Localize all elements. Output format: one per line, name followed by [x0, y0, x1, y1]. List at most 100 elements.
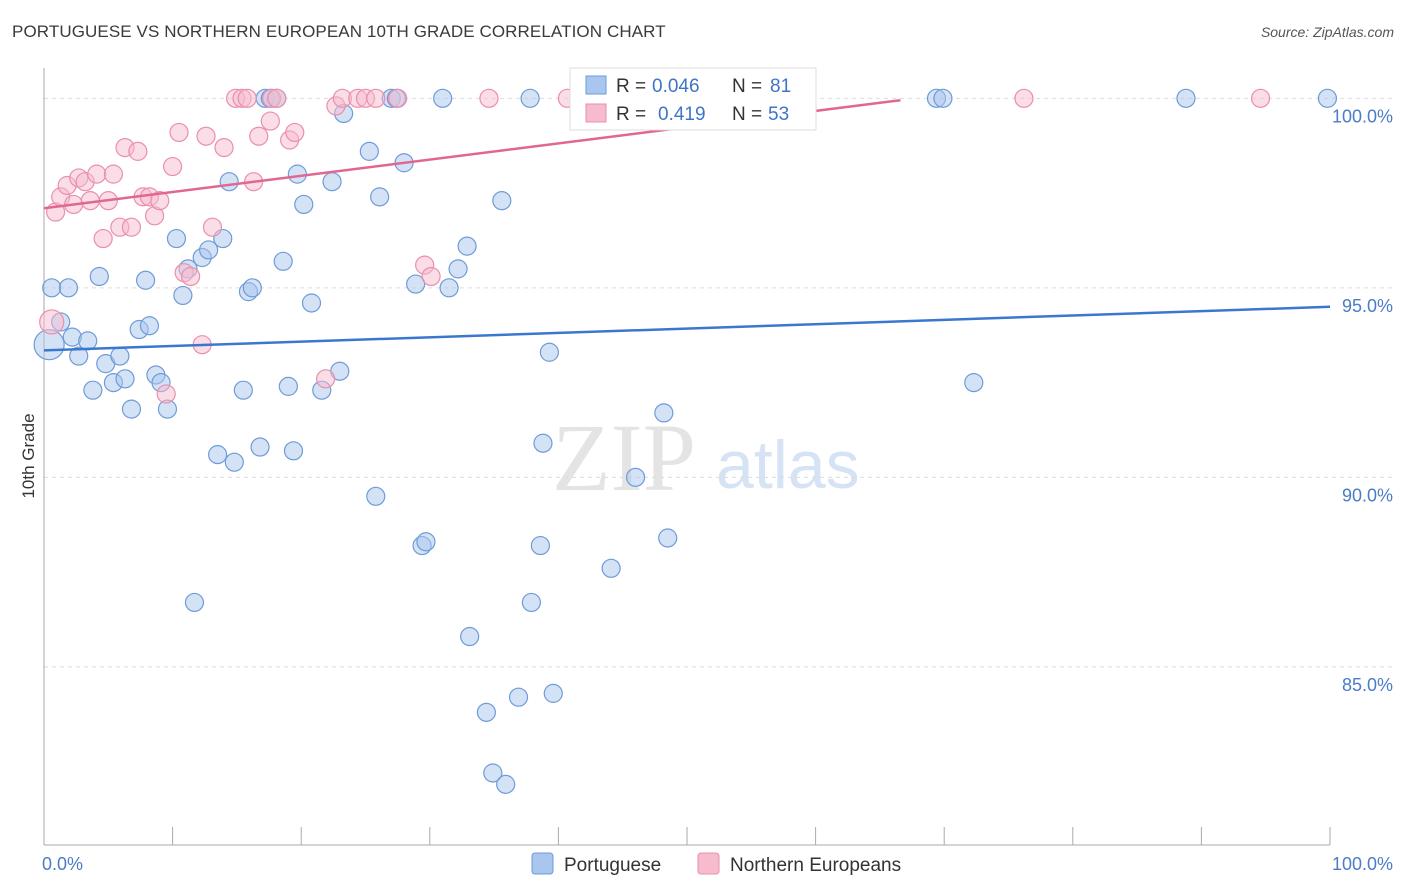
- portuguese-point-28: [219, 172, 239, 192]
- portuguese-point-5: [69, 346, 89, 366]
- northern-european-point-20: [156, 384, 176, 404]
- stats-legend-swatch-blue: [585, 75, 607, 95]
- y-tick-label-0: 100.0%: [1332, 106, 1393, 126]
- trend-lines: [43, 98, 1331, 352]
- northern-european-point-24: [181, 266, 201, 287]
- portuguese-point-48: [366, 486, 386, 506]
- northern-european-point-51: [1014, 88, 1034, 108]
- northern-european-point-39: [316, 369, 336, 389]
- northern-european-point-0: [39, 309, 65, 335]
- northern-european-point-48: [479, 88, 499, 108]
- legend-swatch-portuguese: [531, 852, 554, 875]
- northern-european-point-8: [87, 164, 107, 184]
- portuguese-point-37: [273, 251, 293, 271]
- portuguese-point-70: [539, 342, 559, 362]
- y-tick-label-3: 85.0%: [1342, 675, 1393, 695]
- portuguese-point-47: [359, 141, 379, 161]
- portuguese-point-26: [208, 445, 228, 465]
- stats-r-label-pink: R =: [616, 104, 646, 125]
- legend-swatch-northern-europeans: [697, 852, 720, 875]
- portuguese-point-49: [370, 187, 390, 207]
- northern-european-point-31: [237, 88, 257, 108]
- legend-label-northern-europeans: Northern Europeans: [730, 855, 901, 876]
- portuguese-point-30: [233, 380, 253, 400]
- northern-european-point-52: [1250, 88, 1271, 108]
- stats-n-label-blue: N =: [732, 76, 762, 97]
- portuguese-point-1: [42, 278, 62, 298]
- northern-european-point-28: [214, 137, 234, 158]
- portuguese-point-7: [83, 380, 103, 400]
- portuguese-point-41: [294, 194, 314, 215]
- watermark-atlas: atlas: [716, 427, 860, 503]
- northern-european-point-9: [93, 228, 113, 249]
- portuguese-point-74: [654, 403, 674, 423]
- northern-european-point-15: [128, 141, 148, 161]
- portuguese-point-72: [601, 558, 621, 578]
- portuguese-point-79: [964, 372, 984, 393]
- portuguese-point-13: [121, 399, 142, 419]
- stats-legend-frame: [569, 67, 817, 131]
- portuguese-point-66: [520, 88, 540, 108]
- portuguese-point-61: [476, 702, 496, 722]
- portuguese-point-81: [1317, 88, 1338, 108]
- portuguese-point-58: [448, 259, 468, 279]
- x-tick-label-max: 100.0%: [1332, 854, 1393, 874]
- portuguese-point-60: [460, 626, 480, 647]
- portuguese-point-33: [250, 437, 270, 457]
- x-ticks: [43, 827, 1331, 845]
- northern-european-point-14: [121, 217, 142, 237]
- northern-european-point-47: [421, 266, 441, 287]
- northern-european-point-19: [150, 191, 170, 211]
- stats-legend: R = 0.046 N = 81 R = 0.419 N = 53: [569, 67, 817, 131]
- stats-legend-swatch-pink: [585, 103, 607, 123]
- northern-european-point-36: [267, 88, 287, 108]
- chart-title: PORTUGUESE VS NORTHERN EUROPEAN 10TH GRA…: [12, 22, 666, 41]
- y-tick-labels: 100.0% 95.0% 90.0% 85.0%: [1332, 106, 1393, 695]
- source-label: Source: ZipAtlas.com: [1260, 24, 1394, 40]
- portuguese-point-57: [439, 278, 459, 298]
- portuguese-point-38: [278, 376, 298, 396]
- y-tick-label-2: 90.0%: [1342, 485, 1393, 505]
- portuguese-point-39: [283, 441, 304, 461]
- northern-european-point-44: [366, 88, 386, 108]
- portuguese-point-16: [139, 316, 160, 336]
- northern-european-point-35: [260, 111, 280, 131]
- portuguese-point-40: [287, 164, 307, 184]
- series-legend: Portuguese Northern Europeans: [531, 852, 901, 876]
- northern-european-point-33: [249, 126, 269, 146]
- northern-european-point-21: [163, 156, 183, 177]
- portuguese-point-69: [533, 433, 553, 453]
- portuguese-point-67: [521, 592, 541, 613]
- portuguese-point-3: [58, 278, 79, 298]
- portuguese-point-44: [322, 172, 342, 192]
- portuguese-point-71: [543, 683, 563, 703]
- northern-european-point-11: [103, 164, 124, 184]
- stats-r-value-pink: 0.419: [658, 104, 706, 125]
- portuguese-point-12: [115, 369, 135, 389]
- portuguese-point-11: [110, 346, 130, 366]
- portuguese-point-6: [78, 331, 98, 351]
- portuguese-point-80: [1176, 88, 1196, 108]
- watermark-zip: ZIP: [552, 404, 696, 511]
- portuguese-point-68: [530, 535, 550, 556]
- portuguese-point-8: [89, 266, 109, 287]
- y-tick-label-1: 95.0%: [1342, 296, 1393, 316]
- stats-r-label-blue: R =: [616, 76, 646, 97]
- northern-european-point-26: [196, 126, 216, 146]
- portuguese-point-78: [933, 88, 953, 108]
- portuguese-point-75: [658, 528, 678, 548]
- northern-european-point-22: [169, 122, 189, 143]
- portuguese-point-23: [184, 592, 205, 613]
- stats-n-value-blue: 81: [770, 76, 791, 97]
- northern-european-point-45: [388, 88, 408, 108]
- portuguese-points: [33, 88, 1338, 794]
- portuguese-point-29: [224, 452, 244, 472]
- portuguese-point-59: [457, 236, 477, 256]
- stats-n-label-pink: N =: [732, 104, 762, 125]
- legend-label-portuguese: Portuguese: [564, 855, 661, 876]
- northern-european-point-38: [285, 122, 305, 143]
- stats-r-value-blue: 0.046: [652, 76, 700, 97]
- portuguese-point-65: [508, 687, 529, 707]
- portuguese-point-21: [173, 285, 193, 306]
- portuguese-point-15: [135, 270, 156, 290]
